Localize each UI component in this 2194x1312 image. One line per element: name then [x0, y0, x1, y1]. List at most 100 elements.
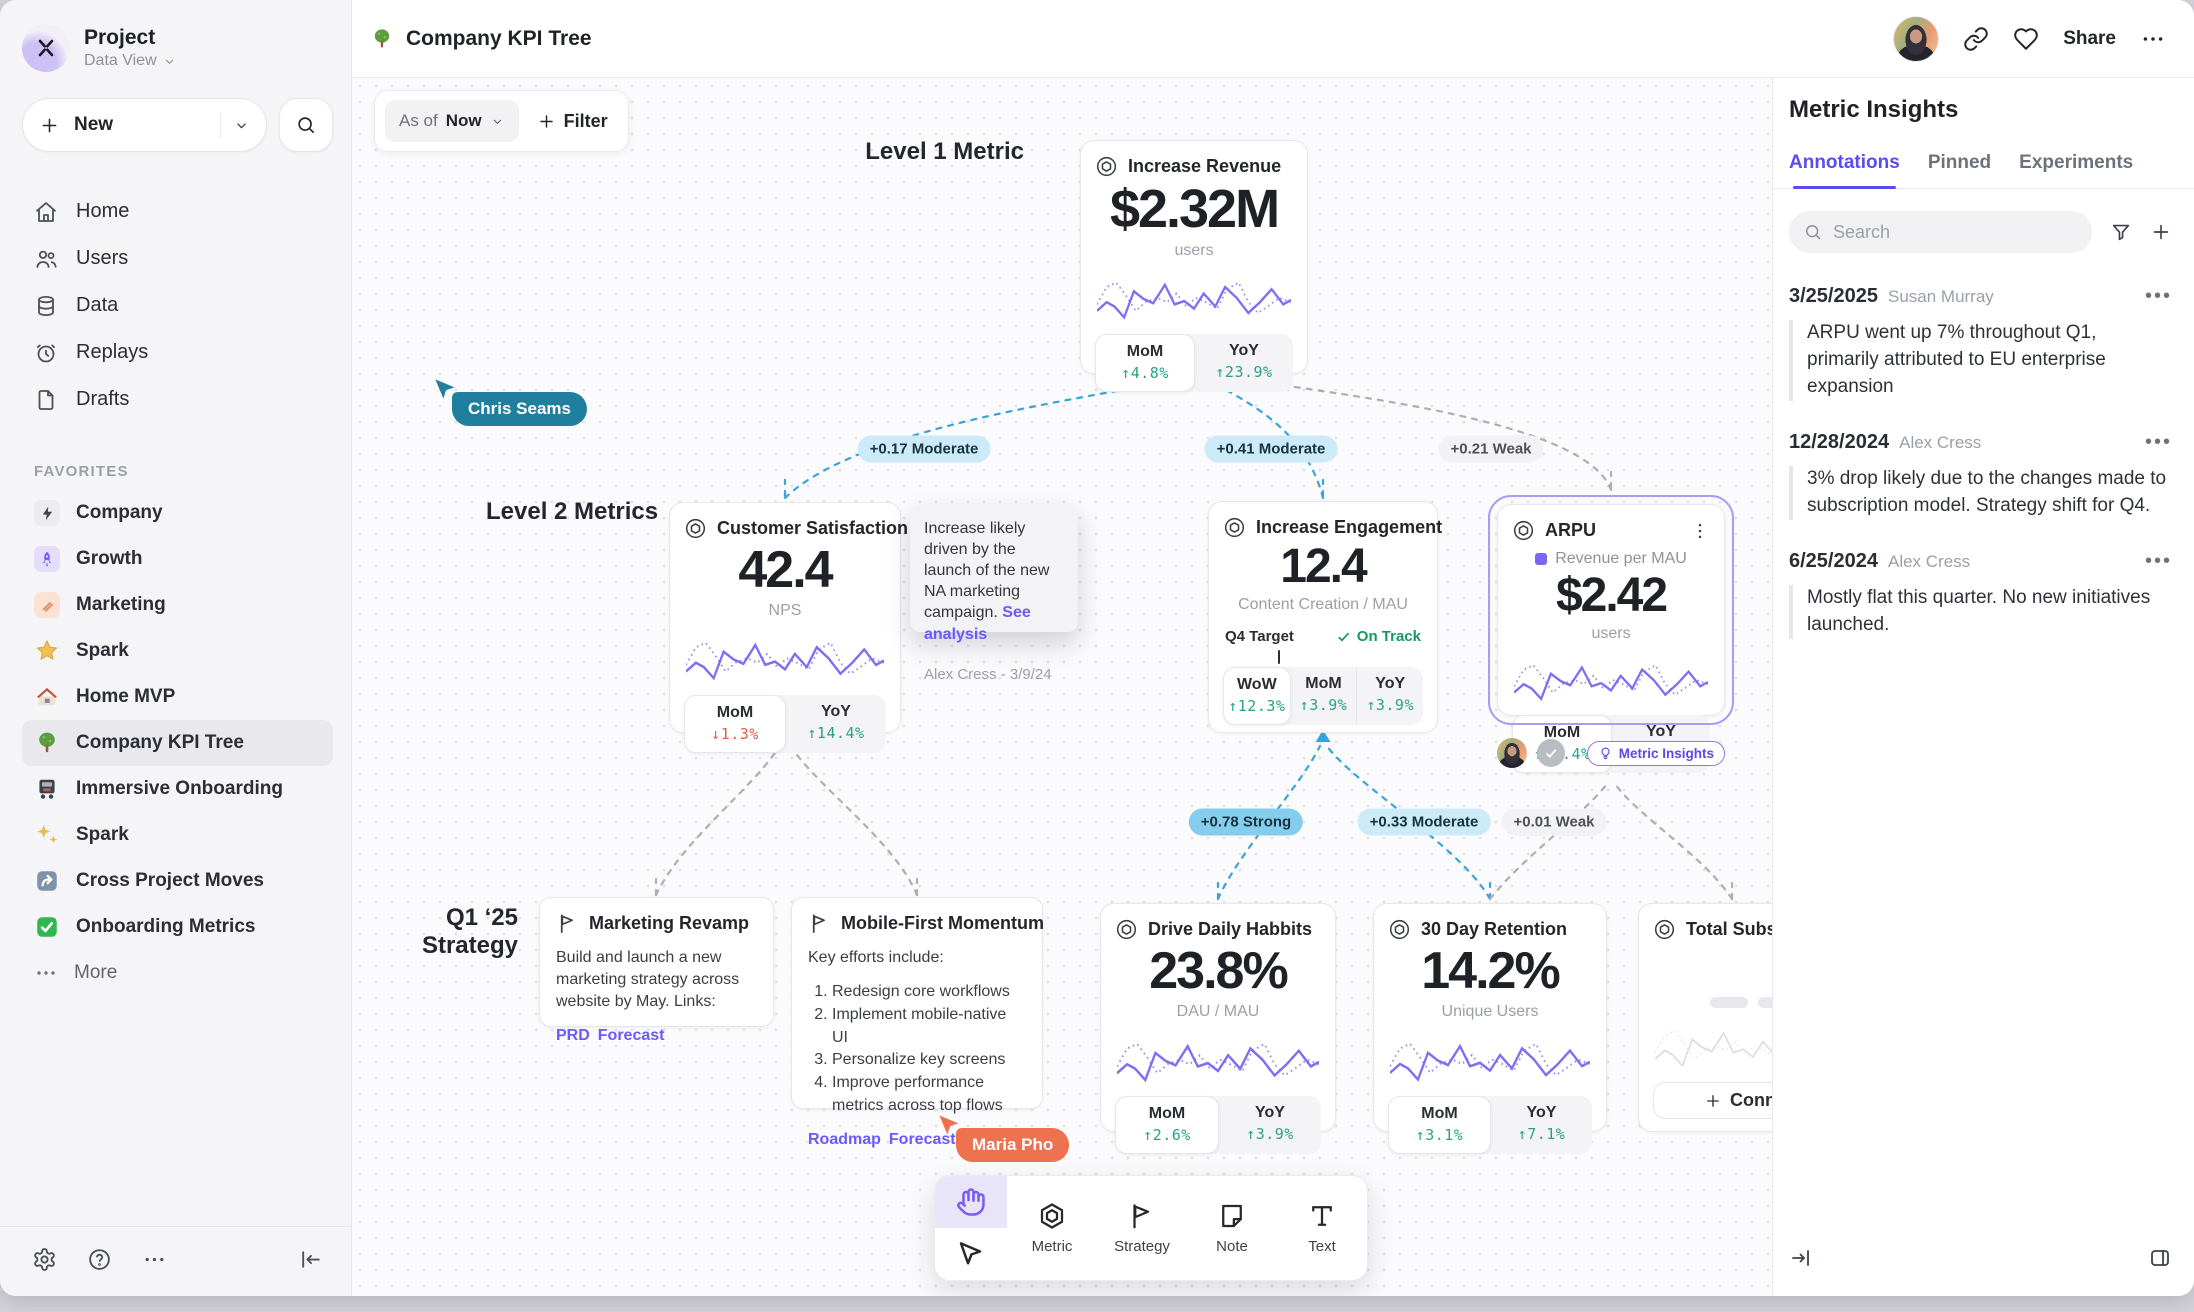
sidebar-item-home-mvp[interactable]: Home MVP: [22, 674, 333, 720]
sidebar-item-data[interactable]: Data: [22, 282, 333, 329]
text-icon: [1307, 1201, 1337, 1231]
metric-card-arpu[interactable]: ARPU Revenue per MAU $2.42 users MoM ↑27…: [1488, 495, 1734, 773]
annotations-search[interactable]: [1789, 211, 2092, 253]
chevron-down-icon[interactable]: [233, 117, 250, 134]
annotation-text: 3% drop likely due to the changes made t…: [1789, 465, 2172, 520]
search-input[interactable]: [1833, 221, 2078, 243]
sidebar-item-growth[interactable]: Growth: [22, 536, 333, 582]
verified-badge: [1537, 739, 1565, 767]
annotation-item[interactable]: 3/25/2025 Susan Murray ••• ARPU went up …: [1789, 285, 2172, 401]
new-button[interactable]: New: [22, 98, 267, 152]
annotation-item[interactable]: 12/28/2024 Alex Cress ••• 3% drop likely…: [1789, 431, 2172, 520]
filter-funnel-icon[interactable]: [2110, 221, 2132, 243]
replay-icon: [34, 341, 58, 365]
tree-icon: [34, 730, 60, 756]
strategy-tool[interactable]: Strategy: [1097, 1176, 1187, 1280]
metric-card-customer-satisfaction[interactable]: Customer Satisfaction 42.4 NPS MoM ↓1.3%…: [669, 502, 908, 753]
collapse-sidebar-icon[interactable]: [298, 1247, 323, 1272]
filter-button[interactable]: Filter: [537, 111, 608, 132]
strategy-card-marketing-revamp[interactable]: Marketing Revamp Build and launch a new …: [539, 897, 774, 1044]
expand-panel-icon[interactable]: [1789, 1246, 1813, 1270]
metric-card-increase-revenue[interactable]: Increase Revenue $2.32M users MoM ↑4.8% Y…: [1080, 140, 1308, 392]
forecast-link[interactable]: Forecast: [888, 1131, 956, 1149]
sidebar-item-spark[interactable]: Spark: [22, 812, 333, 858]
database-icon: [34, 294, 58, 318]
help-icon[interactable]: [87, 1247, 112, 1272]
sidebar-item-home[interactable]: Home: [22, 188, 333, 235]
metric-card-total-subscriptions[interactable]: Total Subscript Connect: [1638, 903, 1772, 1132]
card-title: Customer Satisfaction: [717, 518, 909, 538]
stat-mom[interactable]: MoM ↑3.9%: [1291, 667, 1357, 725]
metric-insights-badge[interactable]: Metric Insights: [1586, 740, 1725, 766]
annotation-note-card[interactable]: Increase likely driven by the launch of …: [910, 504, 1078, 683]
user-avatar[interactable]: [1893, 15, 1940, 62]
annotation-author: Alex Cress: [1899, 432, 1982, 452]
tab-pinned[interactable]: Pinned: [1927, 152, 1992, 173]
stat-yoy[interactable]: YoY ↑3.9%: [1356, 667, 1423, 725]
stat-yoy[interactable]: YoY ↑3.9%: [1219, 1096, 1321, 1154]
forecast-link[interactable]: Forecast: [597, 1027, 665, 1045]
stat-mom[interactable]: MoM ↑4.8%: [1095, 333, 1195, 392]
annotation-menu-icon[interactable]: •••: [2144, 430, 2172, 453]
view-switcher[interactable]: Data View: [84, 52, 177, 70]
share-button[interactable]: Share: [2063, 27, 2116, 49]
legend-label: Revenue per MAU: [1555, 550, 1687, 567]
note-byline: Alex Cress - 3/9/24: [924, 665, 1052, 683]
stat-yoy[interactable]: YoY ↑23.9%: [1195, 334, 1293, 392]
chevron-down-icon: [165, 59, 173, 64]
tool-label: Strategy: [1114, 1238, 1170, 1255]
text-tool[interactable]: Text: [1277, 1176, 1367, 1280]
roadmap-link[interactable]: Roadmap: [808, 1131, 881, 1149]
annotation-menu-icon[interactable]: •••: [2144, 549, 2172, 572]
metric-card-increase-engagement[interactable]: Increase Engagement 12.4 Content Creatio…: [1208, 501, 1442, 733]
project-switcher[interactable]: Project Data View: [22, 24, 333, 72]
tab-annotations[interactable]: Annotations: [1789, 152, 1900, 189]
see-analysis-link[interactable]: See analysis: [924, 604, 1031, 643]
kpi-canvas[interactable]: As of Now Filter Level 1 Metric Level 2 …: [352, 78, 1772, 1296]
sidebar-item-spark[interactable]: Spark: [22, 628, 333, 674]
sidebar-item-more[interactable]: More: [22, 950, 333, 996]
connect-button[interactable]: Connect: [1653, 1082, 1772, 1119]
prd-link[interactable]: PRD: [556, 1027, 590, 1045]
select-tool[interactable]: [935, 1228, 1007, 1280]
card-menu-icon[interactable]: [1690, 521, 1710, 541]
sidebar-item-replays[interactable]: Replays: [22, 329, 333, 376]
layout-panel-icon[interactable]: [2148, 1246, 2172, 1270]
add-annotation-icon[interactable]: [2150, 221, 2172, 243]
more-icon[interactable]: [2140, 26, 2166, 52]
hand-tool[interactable]: [935, 1176, 1007, 1228]
gear-icon[interactable]: [32, 1247, 57, 1272]
sidebar-item-users[interactable]: Users: [22, 235, 333, 282]
tab-experiments[interactable]: Experiments: [2019, 152, 2134, 173]
metric-card-drive-daily-habbits[interactable]: Drive Daily Habbits 23.8% DAU / MAU MoM …: [1100, 903, 1336, 1155]
stat-yoy[interactable]: YoY ↑14.4%: [786, 695, 886, 753]
tool-label: Note: [1216, 1238, 1248, 1255]
sidebar-item-cross-project-moves[interactable]: Cross Project Moves: [22, 858, 333, 904]
annotation-menu-icon[interactable]: •••: [2144, 285, 2172, 307]
metric-tool[interactable]: Metric: [1007, 1176, 1097, 1280]
sidebar-item-onboarding-metrics[interactable]: Onboarding Metrics: [22, 904, 333, 950]
stat-mom[interactable]: MoM ↑2.6%: [1115, 1096, 1219, 1155]
annotation-item[interactable]: 6/25/2024 Alex Cress ••• Mostly flat thi…: [1789, 550, 2172, 639]
sidebar-search-button[interactable]: [279, 98, 333, 152]
sidebar-item-company[interactable]: Company: [22, 490, 333, 536]
stat-yoy[interactable]: YoY ↑7.1%: [1491, 1096, 1592, 1154]
stat-mom[interactable]: MoM ↓1.3%: [684, 694, 786, 753]
sidebar-item-marketing[interactable]: Marketing: [22, 582, 333, 628]
stat-mom[interactable]: MoM ↑3.1%: [1388, 1096, 1491, 1154]
strategy-card-mobile-first-momentum[interactable]: Mobile-First Momentum Key efforts includ…: [791, 897, 1044, 1148]
overflow-icon[interactable]: [142, 1247, 167, 1272]
link-icon[interactable]: [1963, 26, 1989, 52]
asof-dropdown[interactable]: As of Now: [385, 100, 519, 142]
stat-wow[interactable]: WoW ↑12.3%: [1223, 667, 1291, 725]
metric-card-30-day-retention[interactable]: 30 Day Retention 14.2% Unique Users MoM …: [1373, 903, 1607, 1154]
sidebar-item-drafts[interactable]: Drafts: [22, 376, 333, 423]
heart-icon[interactable]: [2013, 26, 2039, 52]
sidebar-item-immersive-onboarding[interactable]: Immersive Onboarding: [22, 766, 333, 812]
flag-icon: [560, 914, 573, 933]
stats-row: MoM ↑2.6% YoY ↑3.9%: [1115, 1096, 1321, 1155]
home-icon: [34, 200, 58, 224]
note-tool[interactable]: Note: [1187, 1176, 1277, 1280]
list-item: Personalize key screens: [832, 1049, 1026, 1072]
sidebar-item-company-kpi-tree[interactable]: Company KPI Tree: [22, 720, 333, 766]
